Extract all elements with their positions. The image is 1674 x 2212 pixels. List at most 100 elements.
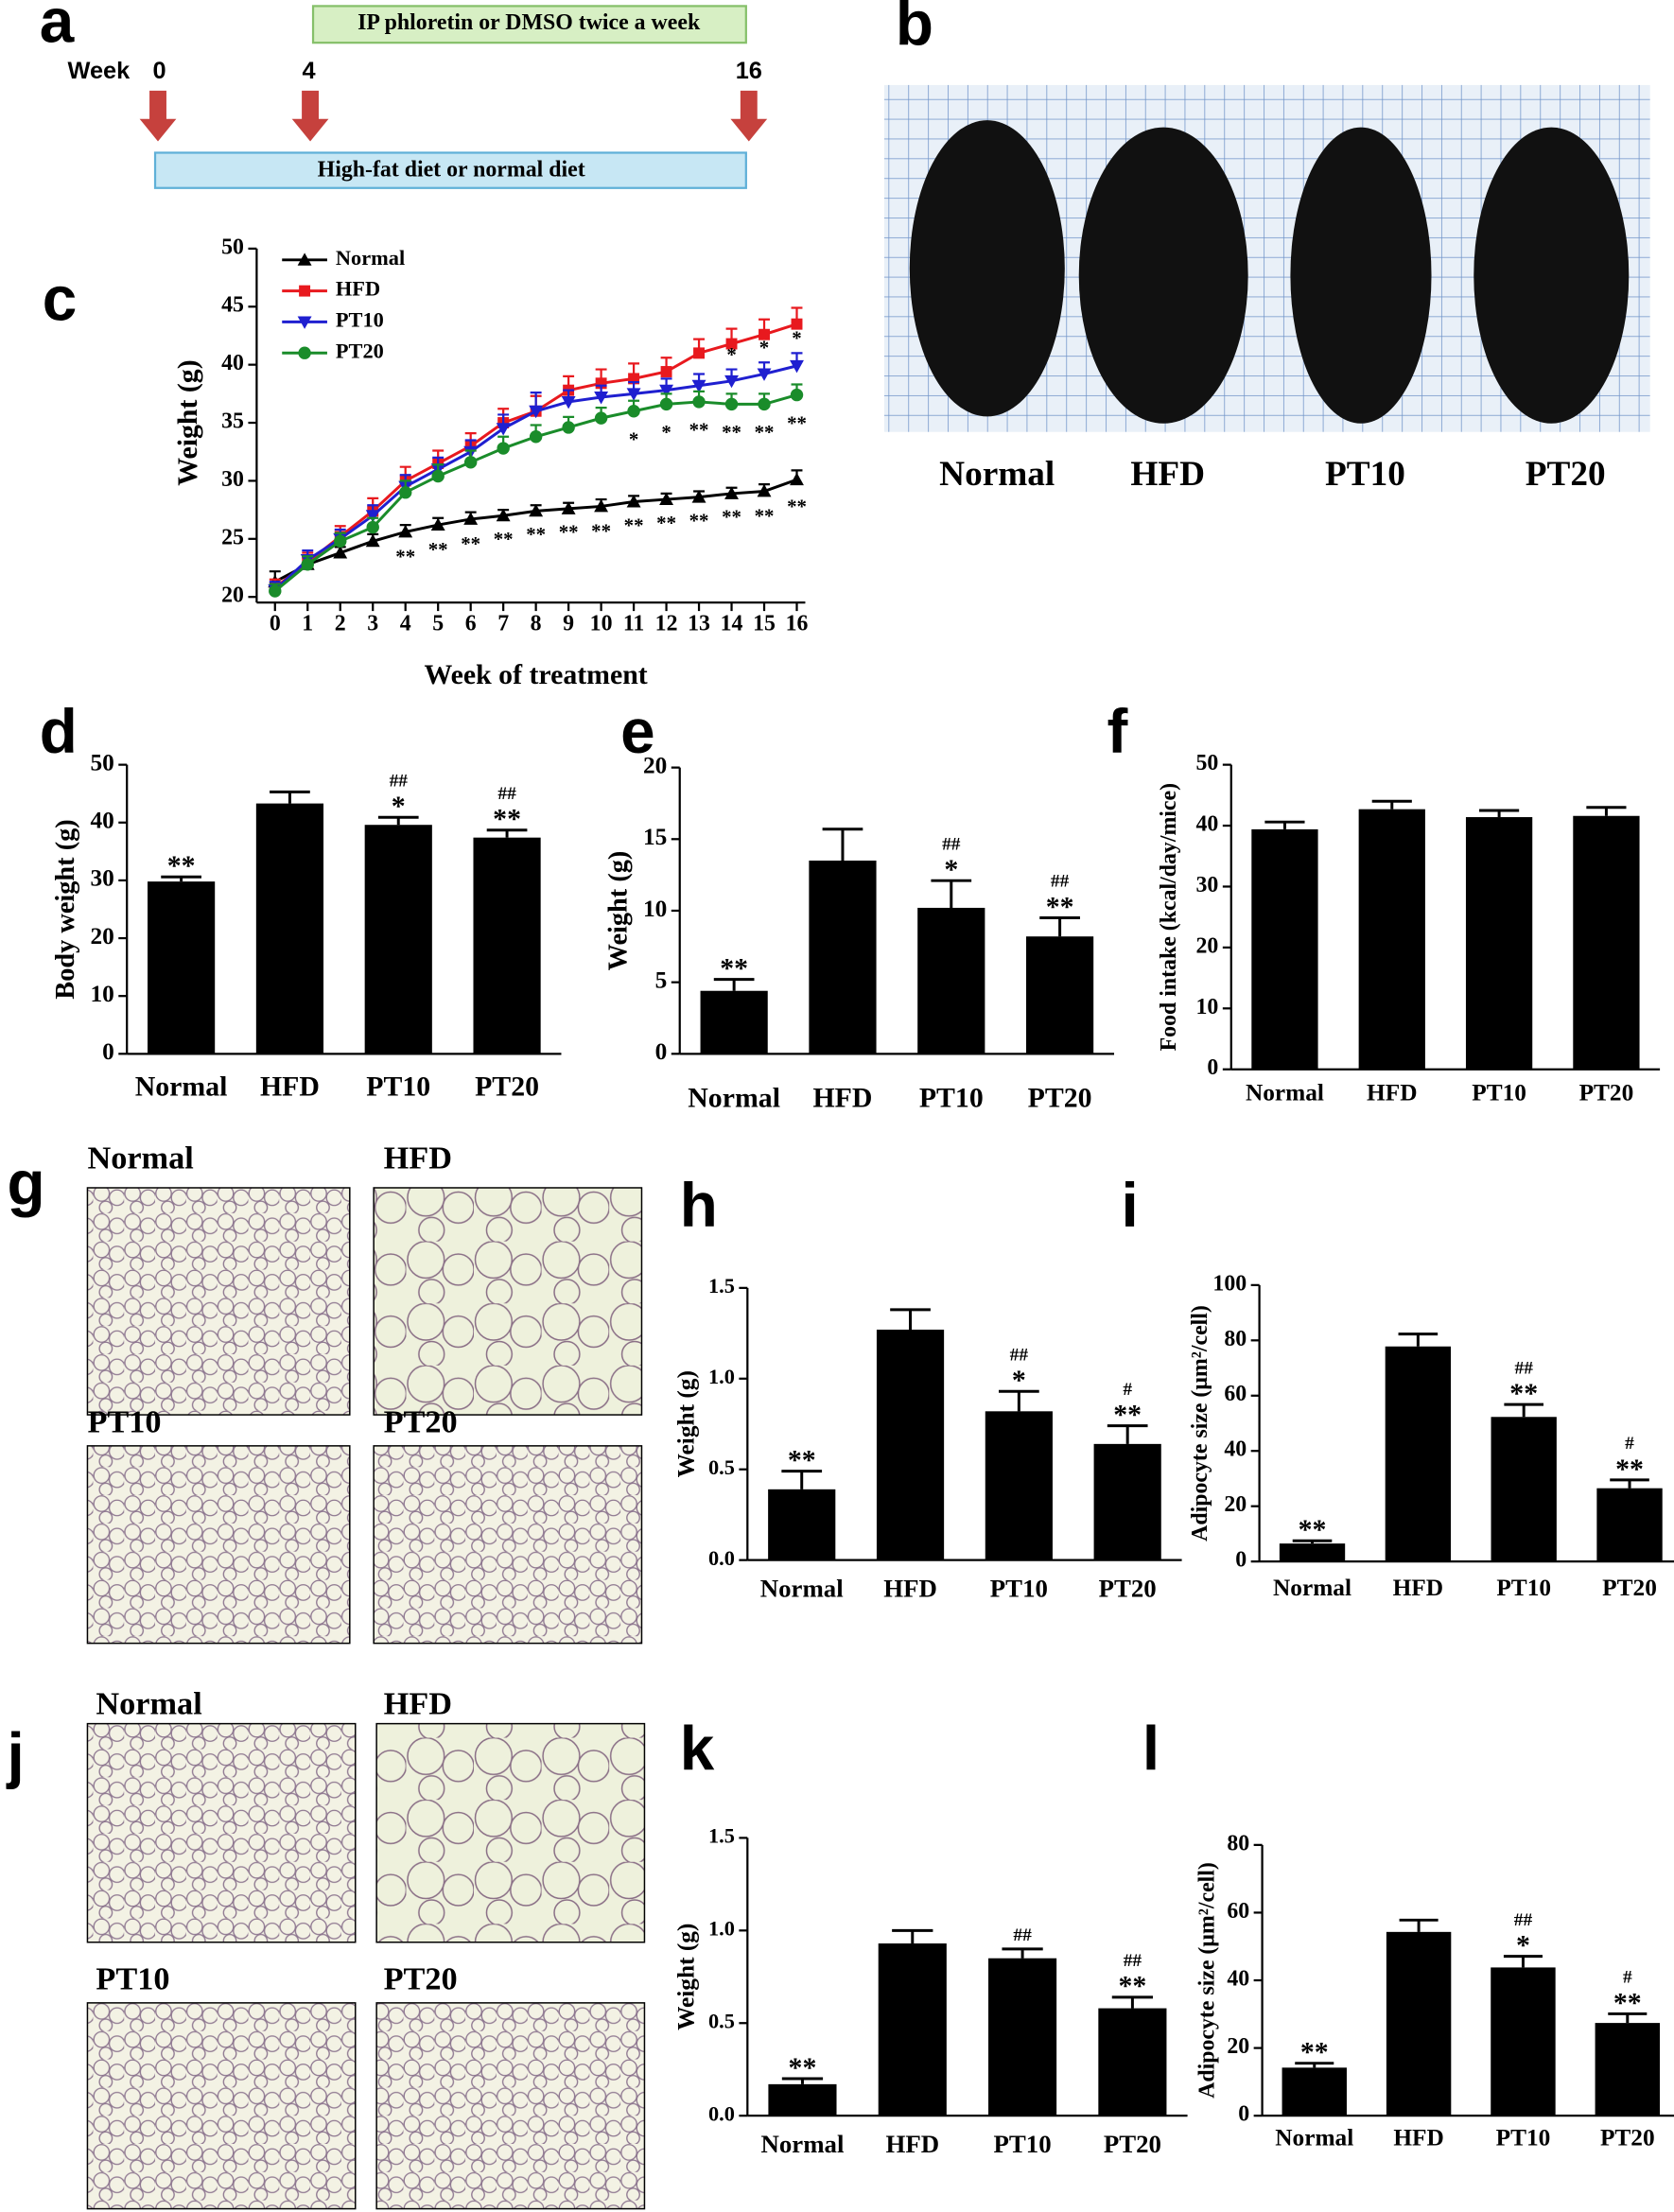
panel-label: c — [43, 264, 78, 333]
marker — [692, 395, 706, 409]
significance-label: ## — [1051, 872, 1070, 892]
significance-label: * — [392, 791, 406, 822]
marker — [497, 442, 510, 455]
marker — [659, 384, 674, 398]
marker — [430, 517, 445, 531]
marker — [724, 374, 739, 389]
y-axis-label: Weight (g) — [672, 1924, 699, 2030]
y-tick-label: 20 — [1224, 1492, 1247, 1517]
legend-label: PT20 — [336, 339, 384, 362]
marker — [790, 359, 804, 374]
error-bar — [1295, 2062, 1334, 2068]
x-tick-label: 6 — [465, 611, 477, 636]
marker — [398, 485, 412, 499]
bar — [988, 1958, 1057, 2116]
x-tick-label: 11 — [623, 611, 645, 636]
marker — [626, 388, 641, 401]
marker — [691, 490, 706, 503]
bar — [1386, 1931, 1452, 2116]
marker — [562, 421, 575, 434]
marker — [366, 520, 379, 534]
error-bar — [931, 879, 972, 908]
error-bar — [1292, 1539, 1333, 1544]
photo-label: PT10 — [1325, 455, 1405, 494]
y-axis-label: Body weight (g) — [51, 819, 80, 999]
marker — [757, 484, 772, 497]
significance-label: ** — [526, 523, 546, 546]
x-tick-label: PT20 — [475, 1071, 539, 1102]
marker — [595, 377, 607, 390]
y-tick-label: 0.5 — [708, 2009, 735, 2032]
marker — [594, 498, 609, 513]
x-tick-label: PT20 — [1099, 1575, 1157, 1603]
significance-label: ** — [689, 509, 709, 531]
treatment-text: IP phloretin or DMSO twice a week — [357, 10, 701, 35]
x-tick-label: HFD — [1393, 1575, 1443, 1601]
significance-label: ** — [787, 411, 807, 434]
histology-label: PT10 — [96, 1960, 169, 1996]
panel-label: l — [1142, 1714, 1160, 1783]
significance-label: ** — [591, 519, 611, 542]
marker — [691, 379, 706, 393]
error-bar — [161, 875, 201, 882]
treatment-box — [311, 5, 747, 44]
error-bar — [999, 1389, 1039, 1412]
significance-label: ** — [493, 804, 521, 835]
bar — [1098, 2008, 1167, 2116]
significance-label: ** — [689, 419, 709, 442]
panel-label: b — [896, 0, 933, 59]
y-tick-label: 1.5 — [708, 1824, 735, 1848]
marker — [431, 469, 445, 483]
error-bar — [1264, 820, 1305, 829]
x-tick-label: 16 — [786, 611, 809, 636]
y-tick-label: 5 — [655, 967, 668, 993]
x-tick-label: PT10 — [990, 1575, 1048, 1603]
x-tick-label: 7 — [497, 611, 509, 636]
significance-label: * — [1516, 1930, 1530, 1961]
x-tick-label: HFD — [1393, 2124, 1443, 2151]
significance-label: ** — [428, 538, 448, 561]
significance-label: ** — [755, 505, 775, 528]
significance-label: ** — [461, 532, 480, 555]
x-tick-label: PT10 — [1496, 2124, 1551, 2151]
marker — [398, 524, 413, 538]
y-tick-label: 0.5 — [708, 1455, 735, 1479]
arrow — [730, 90, 768, 142]
x-tick-label: Normal — [688, 1082, 780, 1113]
marker — [463, 512, 479, 525]
significance-label: ## — [1515, 1358, 1534, 1378]
y-tick-label: 30 — [90, 865, 113, 892]
histology-image — [375, 1722, 646, 1943]
error-bar — [890, 1308, 931, 1330]
x-tick-label: 3 — [367, 611, 378, 636]
y-tick-label: 60 — [1227, 1899, 1249, 1924]
significance-label: ** — [395, 545, 415, 567]
significance-label: ** — [1300, 2037, 1329, 2068]
y-tick-label: 10 — [90, 981, 113, 1007]
significance-label: ** — [722, 421, 741, 444]
x-tick-label: HFD — [1367, 1079, 1417, 1106]
error-bar — [1608, 2012, 1648, 2024]
marker — [725, 338, 738, 350]
significance-label: * — [726, 343, 736, 366]
week-label: Week — [68, 58, 131, 84]
y-axis-label: Adipocyte size (μm²/cell) — [1188, 1305, 1212, 1541]
bar — [1385, 1346, 1452, 1562]
error-bar — [1039, 916, 1080, 937]
diet-text: High-fat diet or normal diet — [318, 157, 585, 182]
marker — [365, 533, 380, 548]
histology-label: Normal — [96, 1686, 201, 1722]
marker — [529, 503, 544, 517]
histology-label: PT20 — [384, 1403, 458, 1439]
week-number: 4 — [303, 58, 316, 84]
bar — [1251, 828, 1318, 1070]
significance-label: ** — [656, 512, 676, 534]
bar — [768, 1489, 836, 1560]
bar — [1026, 936, 1094, 1054]
error-bar — [1398, 1332, 1439, 1347]
y-tick-label: 40 — [1224, 1437, 1247, 1462]
x-tick-label: 5 — [432, 611, 444, 636]
photo-label: PT20 — [1526, 455, 1606, 494]
y-tick-label: 100 — [1212, 1271, 1247, 1296]
y-tick-label: 0.0 — [708, 1546, 735, 1570]
